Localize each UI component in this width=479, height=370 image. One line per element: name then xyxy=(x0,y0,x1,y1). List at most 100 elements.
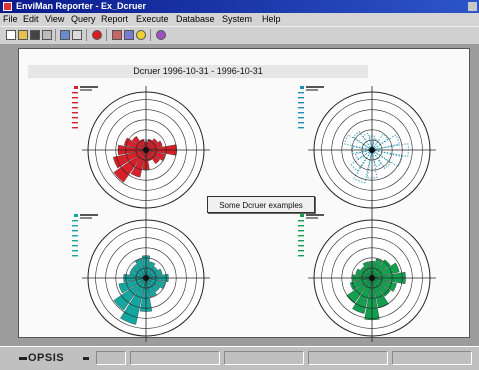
windrose-petal xyxy=(369,135,375,151)
app-icon xyxy=(3,2,12,11)
menu-execute[interactable]: Execute xyxy=(136,14,169,24)
windrose-petal xyxy=(145,268,163,279)
scale-tick xyxy=(72,240,78,242)
scale-tick xyxy=(72,92,78,94)
scale-tick xyxy=(72,250,78,252)
windrose-petal xyxy=(145,277,166,289)
menu-database[interactable]: Database xyxy=(176,14,215,24)
menu-system[interactable]: System xyxy=(222,14,253,24)
palette-icon[interactable] xyxy=(156,30,166,40)
scale-tick xyxy=(298,235,304,237)
windrose-petal xyxy=(113,277,147,311)
menu-view[interactable]: View xyxy=(45,14,65,24)
windrose-petal xyxy=(371,262,400,279)
scale-tick xyxy=(298,117,304,119)
status-cell xyxy=(96,351,126,365)
window-title: EnviMan Reporter - Ex_Dcruer xyxy=(16,1,147,11)
scale-tick xyxy=(298,225,304,227)
windrose-petal xyxy=(371,149,391,169)
scale-tick xyxy=(298,240,304,242)
windrose-red xyxy=(72,86,210,214)
legend-text-bar xyxy=(80,89,92,91)
legend-text-bar xyxy=(80,214,98,216)
windrose-petal xyxy=(371,277,389,309)
status-bar: OPSIS xyxy=(0,346,479,370)
windrose-petal xyxy=(145,138,158,151)
windrose-petal xyxy=(366,149,378,179)
scale-tick xyxy=(72,127,78,129)
print-icon[interactable] xyxy=(42,30,52,40)
scale-tick xyxy=(298,250,304,252)
legend-swatch xyxy=(300,86,304,89)
toolbar xyxy=(0,26,479,45)
windrose-blue xyxy=(298,86,436,214)
legend-text-bar xyxy=(80,217,92,219)
windrose-petal xyxy=(353,149,373,184)
menu-help[interactable]: Help xyxy=(262,14,281,24)
bulb-icon[interactable] xyxy=(136,30,146,40)
windrose-green xyxy=(298,214,436,342)
toolbar-separator xyxy=(106,29,107,41)
plot-center-marker xyxy=(369,275,375,281)
menu-file[interactable]: File xyxy=(3,14,18,24)
toolbar-separator xyxy=(55,29,56,41)
save-icon[interactable] xyxy=(30,30,40,40)
legend-text-bar xyxy=(306,217,318,219)
status-cell xyxy=(308,351,388,365)
toolbar-separator xyxy=(86,29,87,41)
table-icon[interactable] xyxy=(72,30,82,40)
windrose-petal xyxy=(145,149,166,161)
status-cell xyxy=(392,351,472,365)
windrose-petal xyxy=(113,149,147,183)
windrose-petal xyxy=(145,138,153,151)
scale-tick xyxy=(298,122,304,124)
windrose-petal xyxy=(355,268,373,279)
legend-swatch xyxy=(74,86,78,89)
windrose-petal xyxy=(371,277,397,292)
heart-icon[interactable] xyxy=(92,30,102,40)
scale-tick xyxy=(298,92,304,94)
logo-dash-right xyxy=(83,357,89,360)
windrose-petal xyxy=(349,277,373,291)
tooltip-label: Some Dcruer examples xyxy=(207,196,315,213)
chart-icon[interactable] xyxy=(60,30,70,40)
windrose-petal xyxy=(131,135,147,151)
scale-tick xyxy=(298,112,304,114)
windrose-petal xyxy=(371,138,379,151)
windrose-petal xyxy=(120,277,147,325)
logo-dash-left xyxy=(19,357,27,360)
windrose-petal xyxy=(344,134,373,151)
windrose-teal xyxy=(72,214,210,342)
windrose-petal xyxy=(123,137,147,151)
open-icon[interactable] xyxy=(18,30,28,40)
scale-tick xyxy=(72,255,78,257)
scale-tick xyxy=(298,230,304,232)
paste-icon[interactable] xyxy=(124,30,134,40)
windrose-petal xyxy=(131,263,147,279)
windrose-petal xyxy=(360,266,373,279)
menu-report[interactable]: Report xyxy=(101,14,129,24)
title-bar[interactable]: EnviMan Reporter - Ex_Dcruer xyxy=(0,0,479,13)
menu-query[interactable]: Query xyxy=(71,14,96,24)
windrose-petal xyxy=(145,266,158,279)
new-icon[interactable] xyxy=(6,30,16,40)
copy-icon[interactable] xyxy=(112,30,122,40)
windrose-petal xyxy=(130,149,147,178)
scale-tick xyxy=(298,220,304,222)
windrose-petal xyxy=(371,259,391,279)
windrose-petal xyxy=(113,149,147,169)
menu-edit[interactable]: Edit xyxy=(23,14,39,24)
report-header: Dcruer 1996-10-31 - 1996-10-31 xyxy=(28,65,368,78)
windrose-petal xyxy=(346,277,373,304)
windrose-petal xyxy=(145,277,161,293)
menu-bar: File Edit View Query Report Execute Data… xyxy=(0,13,479,26)
plot-center-marker xyxy=(369,147,375,153)
legend-text-bar xyxy=(306,89,318,91)
scale-tick xyxy=(298,255,304,257)
window-control-button[interactable] xyxy=(468,2,477,11)
scale-tick xyxy=(298,97,304,99)
plot-center-marker xyxy=(143,275,149,281)
scale-tick xyxy=(72,97,78,99)
